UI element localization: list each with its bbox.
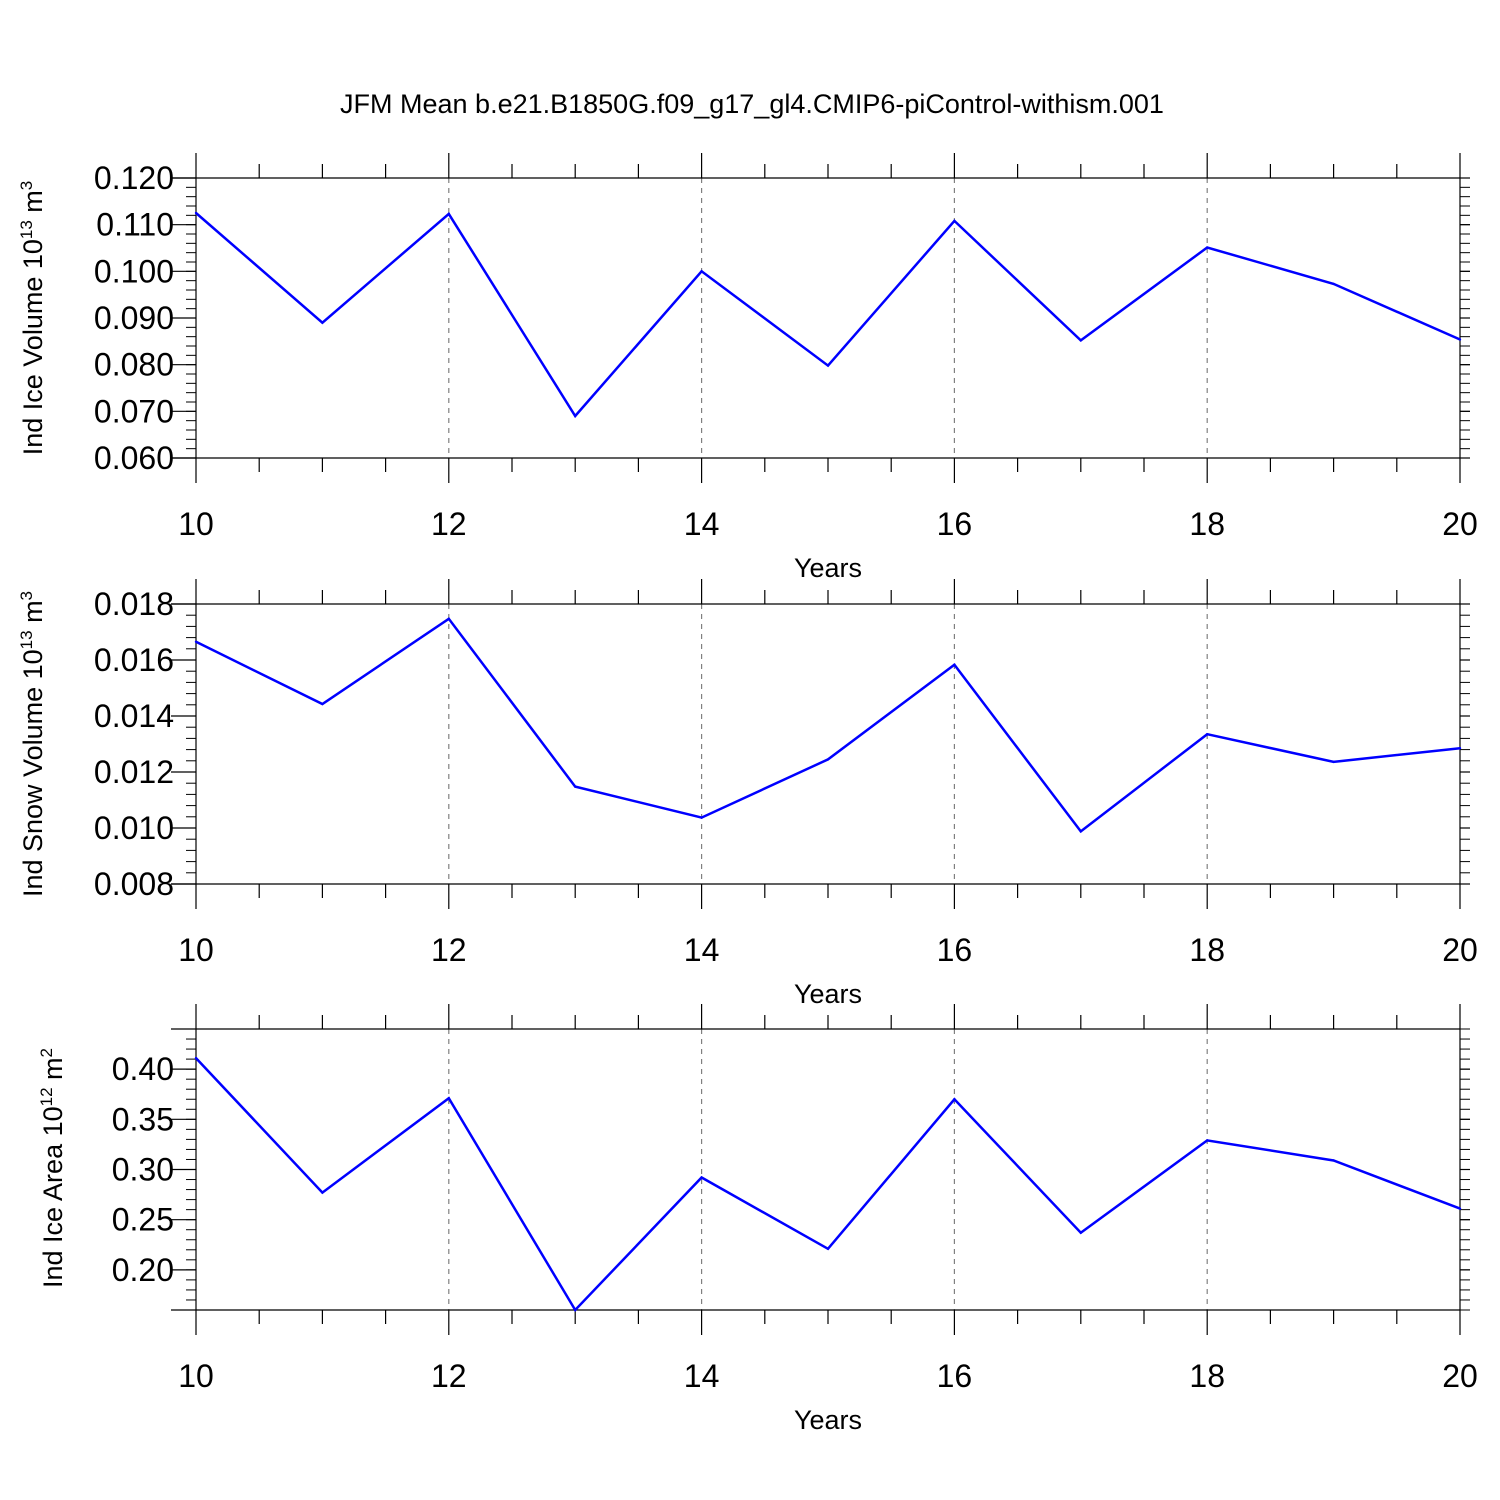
y-tick-label: 0.35 <box>112 1101 174 1137</box>
data-point <box>574 414 577 418</box>
data-point <box>1332 1159 1335 1162</box>
series-line <box>195 617 1461 834</box>
x-tick-label: 10 <box>178 932 214 968</box>
y-tick-label: 0.080 <box>94 347 174 383</box>
data-point <box>700 816 703 819</box>
data-point <box>321 702 324 706</box>
data-point <box>826 1247 830 1250</box>
data-point <box>1458 747 1462 750</box>
series-line <box>195 1057 1461 1313</box>
data-point <box>1206 733 1209 736</box>
data-point <box>1332 282 1335 286</box>
y-tick-label: 0.008 <box>94 866 174 902</box>
data-point <box>1206 1139 1209 1142</box>
y-tick-label: 0.30 <box>112 1152 174 1188</box>
data-point <box>194 1056 198 1060</box>
x-tick-label: 16 <box>937 932 973 968</box>
y-tick-label: 0.012 <box>94 754 174 790</box>
data-point <box>953 663 956 666</box>
data-point <box>321 321 324 324</box>
data-point <box>953 1098 956 1101</box>
data-point <box>447 212 450 216</box>
y-tick-label: 0.060 <box>94 440 174 476</box>
y-tick-label: 0.40 <box>112 1051 174 1087</box>
x-tick-label: 16 <box>937 1358 973 1394</box>
data-point <box>574 785 577 788</box>
y-tick-label: 0.016 <box>94 642 174 678</box>
x-axis-label: Years <box>794 553 862 583</box>
y-tick-label: 0.20 <box>112 1252 174 1288</box>
data-point <box>826 758 830 761</box>
data-point <box>700 1176 703 1179</box>
x-tick-label: 14 <box>684 1358 720 1394</box>
x-tick-label: 12 <box>431 932 467 968</box>
panel-3: 0.20 0.25 0.30 0.35 0.40 10 12 14 16 18 20 Years Ind… <box>37 1004 1478 1435</box>
x-tick-label: 14 <box>684 506 720 542</box>
data-point <box>1079 1231 1083 1234</box>
data-point <box>1079 339 1083 342</box>
y-axis-label: Ind Ice Volume 1013 m3 <box>17 181 48 456</box>
x-tick-label: 10 <box>178 1358 214 1394</box>
x-tick-label: 20 <box>1442 932 1478 968</box>
figure-title: JFM Mean b.e21.B1850G.f09_g17_gl4.CMIP6-… <box>340 89 1164 119</box>
data-point <box>1332 760 1335 764</box>
data-point <box>1079 830 1083 833</box>
y-axis-label: Ind Snow Volume 1013 m3 <box>17 591 48 897</box>
x-tick-label: 18 <box>1189 506 1225 542</box>
y-tick-label: 0.110 <box>96 207 174 243</box>
series-line <box>195 212 1461 419</box>
data-point <box>953 219 956 223</box>
y-axis-label: Ind Ice Area 1012 m2 <box>37 1048 68 1288</box>
y-tick-label: 0.018 <box>94 586 174 622</box>
y-tick-label: 0.25 <box>112 1202 174 1238</box>
x-tick-label: 12 <box>431 506 467 542</box>
data-point <box>194 640 198 643</box>
panels: 0.060 0.070 0.080 0.090 0.100 0.110 0.120 10 12 1… <box>17 153 1478 1435</box>
panel-2: 0.008 0.010 0.012 0.014 0.016 0.018 10 12 14 16 18… <box>17 579 1478 1009</box>
x-tick-label: 18 <box>1189 932 1225 968</box>
data-point <box>1206 246 1209 249</box>
y-tick-label: 0.100 <box>94 253 174 289</box>
x-tick-label: 12 <box>431 1358 467 1394</box>
data-point <box>447 617 450 621</box>
y-tick-label: 0.090 <box>94 300 174 336</box>
data-point <box>321 1191 324 1194</box>
data-point <box>1458 1207 1462 1210</box>
x-tick-label: 14 <box>684 932 720 968</box>
x-axis-label: Years <box>794 1405 862 1435</box>
panel-1: 0.060 0.070 0.080 0.090 0.100 0.110 0.120 10 12 1… <box>17 153 1478 583</box>
x-tick-label: 20 <box>1442 1358 1478 1394</box>
y-tick-label: 0.010 <box>94 810 174 846</box>
x-axis-label: Years <box>794 979 862 1009</box>
x-tick-label: 18 <box>1189 1358 1225 1394</box>
data-point <box>826 364 830 367</box>
data-point <box>700 270 703 273</box>
data-point <box>447 1097 450 1100</box>
data-point <box>194 211 198 215</box>
x-tick-label: 20 <box>1442 506 1478 542</box>
x-tick-label: 10 <box>178 506 214 542</box>
y-tick-label: 0.014 <box>94 698 174 734</box>
data-point <box>1458 338 1462 341</box>
y-tick-label: 0.120 <box>94 160 174 196</box>
x-tick-label: 16 <box>937 506 973 542</box>
data-point <box>574 1308 577 1312</box>
y-tick-label: 0.070 <box>94 393 174 429</box>
